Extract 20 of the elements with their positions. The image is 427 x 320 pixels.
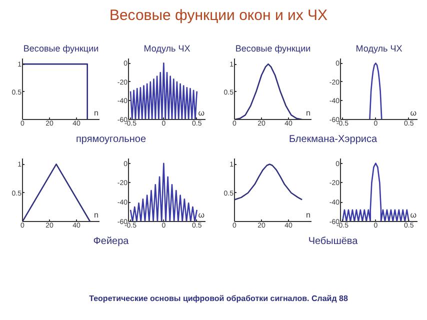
- x-axis-title: n: [94, 210, 99, 220]
- text: Теоретические основы цифровой обработки сигналов. Слайд 88: [89, 293, 348, 304]
- text: Весовые функции окон и их ЧХ: [109, 6, 328, 26]
- line-series: [234, 164, 303, 200]
- x-axis-title: n: [94, 108, 99, 118]
- text: прямоугольное: [76, 133, 146, 147]
- x-axis-title: ω: [410, 210, 417, 220]
- line-series: [369, 62, 382, 120]
- text: Чебышёва: [308, 235, 358, 249]
- x-axis-title: n: [306, 108, 311, 118]
- x-axis-title: ω: [410, 108, 417, 118]
- chart-title: Весовые функции: [23, 44, 99, 54]
- x-axis-title: ω: [198, 108, 205, 118]
- text: Фейера: [93, 235, 129, 249]
- x-axis-title: n: [306, 210, 311, 220]
- text: Блекмана-Хэрриса: [288, 133, 378, 147]
- chart-title: Модуль ЧХ: [144, 44, 190, 54]
- x-axis-title: ω: [198, 210, 205, 220]
- chart-title: Весовые функции: [235, 44, 311, 54]
- chart-title: Модуль ЧХ: [356, 44, 402, 54]
